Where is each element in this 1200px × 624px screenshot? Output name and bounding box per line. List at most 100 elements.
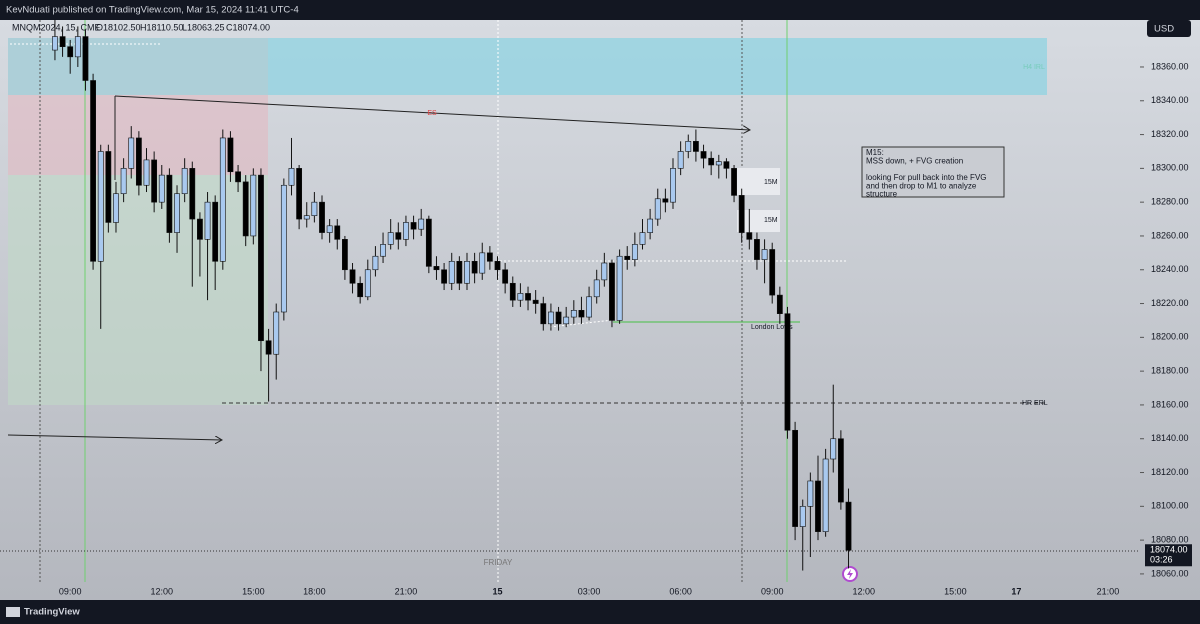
fvg-label: 15M	[764, 217, 778, 224]
candle-body	[151, 159, 158, 203]
candle-body	[685, 141, 692, 152]
candle-body	[479, 252, 486, 274]
candle-body	[754, 239, 760, 260]
candle-body	[631, 244, 638, 260]
x-tick-label: 06:00	[669, 586, 692, 596]
candle-body	[792, 429, 798, 527]
candle-body	[815, 480, 821, 532]
published: KevNduati published on TradingView.com, …	[6, 5, 299, 16]
candle-body	[105, 151, 112, 223]
candle-body	[830, 438, 837, 460]
y-tick-label: 18060.00	[1151, 568, 1189, 578]
currency[interactable]: USD	[1154, 24, 1174, 35]
x-tick-label: 21:00	[1097, 586, 1120, 596]
candle-body	[532, 299, 539, 304]
candle-body	[425, 218, 432, 267]
last-price-tag	[1145, 544, 1192, 567]
y-tick-label: 18180.00	[1151, 366, 1189, 376]
note-line: M15:	[866, 148, 884, 157]
candle-body	[486, 252, 493, 262]
candle-body	[822, 458, 829, 532]
arrow-line	[7, 434, 222, 440]
candle-body	[601, 262, 608, 281]
candle-body	[586, 296, 592, 318]
candle-body	[456, 261, 463, 284]
candle-body	[303, 215, 310, 220]
candle-body	[738, 195, 745, 233]
day-label: FRIDAY	[484, 558, 513, 567]
candle-body	[563, 316, 570, 325]
candle-body	[113, 193, 119, 223]
candle-body	[372, 255, 379, 271]
candle-body	[204, 201, 211, 240]
x-tick-label: 09:00	[761, 586, 784, 596]
logo	[6, 607, 20, 617]
candle-body	[82, 36, 89, 81]
note-box	[861, 146, 1005, 198]
last-price: 18074.00	[1150, 545, 1188, 555]
candle-body	[52, 36, 58, 51]
candle-body	[662, 198, 669, 203]
y-tick-label: 18160.00	[1151, 399, 1189, 409]
y-tick-label: 18080.00	[1151, 534, 1189, 544]
fvg-box	[737, 168, 780, 195]
candle-body	[74, 36, 81, 58]
top-bar	[0, 0, 1200, 20]
zone-label: H4 IRL	[1023, 64, 1045, 71]
candle-body	[509, 282, 516, 301]
candle-body	[364, 269, 371, 298]
candle-body	[548, 311, 554, 325]
candle-body	[807, 480, 814, 507]
x-tick-label: 18:00	[303, 586, 326, 596]
candle-body	[174, 193, 180, 233]
candle-body	[647, 218, 654, 233]
candle-body	[624, 255, 631, 260]
bottom-bar	[0, 600, 1200, 624]
candle-body	[212, 201, 219, 262]
candle-body	[265, 340, 272, 355]
y-tick-label: 18280.00	[1151, 197, 1189, 207]
x-tick-label: 15:00	[242, 586, 265, 596]
y-tick-label: 18360.00	[1151, 61, 1189, 71]
candle-body	[235, 171, 241, 183]
candle-body	[227, 137, 234, 173]
x-tick-label: 09:00	[59, 586, 82, 596]
candle-body	[242, 181, 249, 237]
y-tick-label: 18120.00	[1151, 467, 1189, 477]
y-tick-label: 18260.00	[1151, 230, 1189, 240]
alert-bolt	[847, 569, 853, 579]
y-tick-label: 18220.00	[1151, 298, 1189, 308]
candle-body	[700, 151, 707, 159]
candle-body	[288, 168, 295, 186]
y-tick-label: 18300.00	[1151, 163, 1189, 173]
candle-body	[540, 303, 547, 325]
candle-body	[250, 174, 257, 237]
candle-body	[769, 249, 776, 296]
candle-body	[517, 293, 524, 301]
candle-body	[258, 174, 264, 342]
london-label: London Lows	[751, 324, 793, 331]
candle-body	[746, 232, 753, 240]
fvg-box	[737, 210, 780, 232]
note-line: and then drop to M1 to analyze	[866, 181, 977, 190]
candle-body	[441, 269, 447, 284]
candle-body	[395, 232, 402, 240]
x-tick-label: 12:00	[853, 586, 876, 596]
ohlc-close: C18074.00	[226, 22, 270, 32]
trend-label: ES	[427, 110, 437, 117]
candle-body	[357, 282, 364, 298]
candle-body	[59, 36, 66, 47]
y-tick-label: 18100.00	[1151, 501, 1189, 511]
candle-body	[616, 255, 623, 321]
candle-body	[280, 184, 287, 313]
candle-body	[189, 168, 196, 220]
x-tick-label: 15:00	[944, 586, 967, 596]
candle-body	[654, 198, 661, 220]
candle-body	[387, 232, 394, 245]
candle-body	[311, 201, 318, 216]
currency-button[interactable]	[1147, 20, 1191, 37]
zone-overlay	[8, 38, 268, 95]
candle-body	[715, 161, 722, 166]
y-tick-label: 18240.00	[1151, 264, 1189, 274]
trend-line	[114, 95, 750, 130]
